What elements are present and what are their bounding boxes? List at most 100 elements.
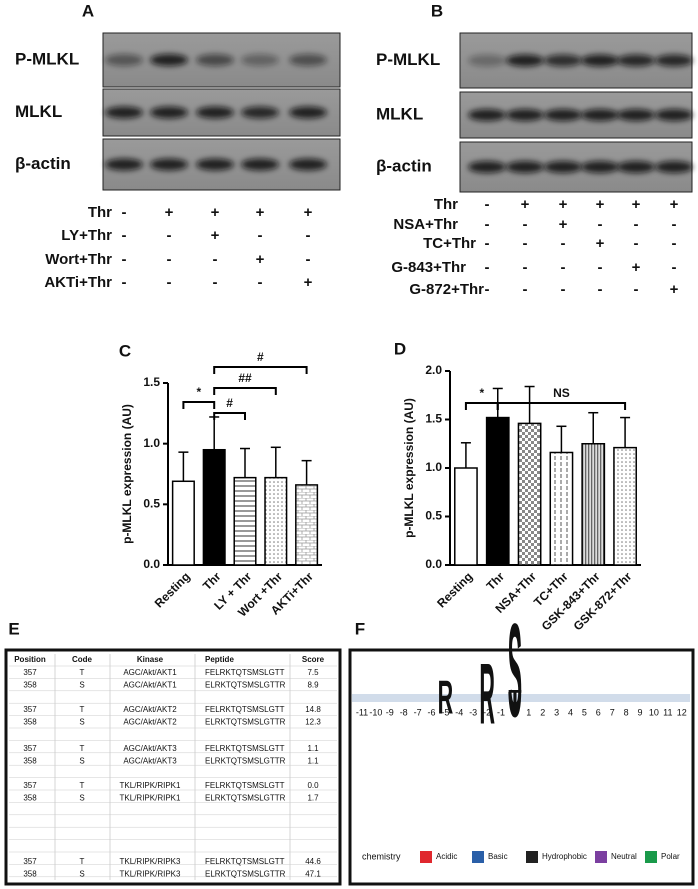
table-cell: ELRKTQTSMSLGTTR [205,681,286,690]
bar [485,416,510,566]
table-cell: AGC/Akt/AKT1 [123,681,177,690]
blot-label: MLKL [15,102,62,121]
legend-swatch [595,851,607,863]
table-cell: TKL/RIPK/RIPK3 [120,857,181,866]
table-cell: T [80,705,85,714]
condition-mark: - [523,259,528,276]
table-cell: 358 [23,757,37,766]
condition-mark: + [596,235,605,252]
condition-label: NSA+Thr [393,216,458,233]
table-cell: 8.9 [307,681,319,690]
condition-label: TC+Thr [423,235,476,252]
table-cell: FELRKTQTSMSLGTT [205,668,285,677]
condition-mark: - [213,274,218,291]
condition-label: Wort+Thr [45,251,112,268]
logo-axis-label: -9 [386,707,394,717]
table-cell: 358 [23,870,37,879]
table-cell: ELRKTQTSMSLGTTR [205,794,286,803]
condition-mark: + [670,196,679,213]
logo-letter: R [479,647,495,743]
logo-axis-label: -8 [400,707,408,717]
table-cell: 358 [23,718,37,727]
blot-band [150,54,188,66]
condition-mark: + [632,196,641,213]
y-axis-label: p-MLKL expression (AU) [120,404,134,544]
y-tick-label: 0.5 [143,497,160,511]
table-cell: AGC/Akt/AKT2 [123,705,177,714]
condition-mark: + [211,204,220,221]
condition-mark: + [256,251,265,268]
table-cell: 7.5 [307,668,319,677]
blot-band [468,109,506,121]
table-cell: FELRKTQTSMSLGTT [205,781,285,790]
blot-band [468,161,506,173]
logo-axis-label: -2 [483,707,491,717]
condition-mark: - [122,251,127,268]
table-cell: 44.6 [305,857,321,866]
table-header: Position [14,655,46,664]
table-cell: S [79,718,84,727]
logo-frame [348,648,695,886]
condition-mark: + [670,281,679,298]
condition-mark: - [258,274,263,291]
table-header: Score [302,655,325,664]
bar [549,451,574,566]
blot-band [617,109,655,121]
legend-swatch [526,851,538,863]
condition-label: G-872+Thr [409,281,484,298]
condition-label: AKTi+Thr [44,274,112,291]
blot-band [105,158,143,171]
condition-mark: - [672,259,677,276]
condition-mark: + [559,196,568,213]
table-cell: S [79,757,84,766]
table-cell: TKL/RIPK/RIPK1 [120,781,181,790]
table-cell: 358 [23,794,37,803]
significance-label: * [196,385,201,399]
table-cell: AGC/Akt/AKT3 [123,744,177,753]
logo-letter: S [508,598,522,746]
panel-label: F [355,619,365,638]
table-cell: 12.3 [305,718,321,727]
logo-letter: R [438,671,454,724]
table-cell: S [79,794,84,803]
blot-band [617,161,655,173]
condition-mark: - [485,216,490,233]
condition-mark: - [561,281,566,298]
table-cell: 357 [23,744,37,753]
y-tick-label: 1.0 [143,436,160,450]
blot-band [544,109,582,121]
logo-axis-label: 4 [568,707,573,717]
logo-axis-label: 9 [637,707,642,717]
legend-label: Hydrophobic [542,852,587,861]
table-cell: 357 [23,857,37,866]
x-tick-label: Thr [484,569,508,593]
blot-label: MLKL [376,104,423,123]
condition-mark: - [213,251,218,268]
table-cell: 1.7 [307,794,319,803]
table-cell: 47.1 [305,870,321,879]
significance-label: NS [553,386,570,400]
table-cell: 357 [23,705,37,714]
panel-label: E [8,619,19,638]
panel-label: C [119,341,131,360]
condition-mark: - [485,235,490,252]
condition-mark: - [485,196,490,213]
table-cell: FELRKTQTSMSLGTT [205,744,285,753]
y-tick-label: 1.5 [425,412,442,426]
condition-mark: + [559,216,568,233]
blot-band [655,54,693,67]
blot-band [581,161,619,173]
condition-mark: - [523,281,528,298]
condition-mark: - [485,281,490,298]
condition-mark: - [306,227,311,244]
significance-bracket [182,401,216,409]
logo-letter: T [508,685,521,713]
condition-mark: + [596,196,605,213]
table-header: Kinase [137,655,164,664]
blot-band [241,54,279,66]
table-cell: T [80,857,85,866]
logo-axis-label: 11 [663,707,672,717]
condition-mark: - [634,281,639,298]
significance-label: # [257,350,264,364]
